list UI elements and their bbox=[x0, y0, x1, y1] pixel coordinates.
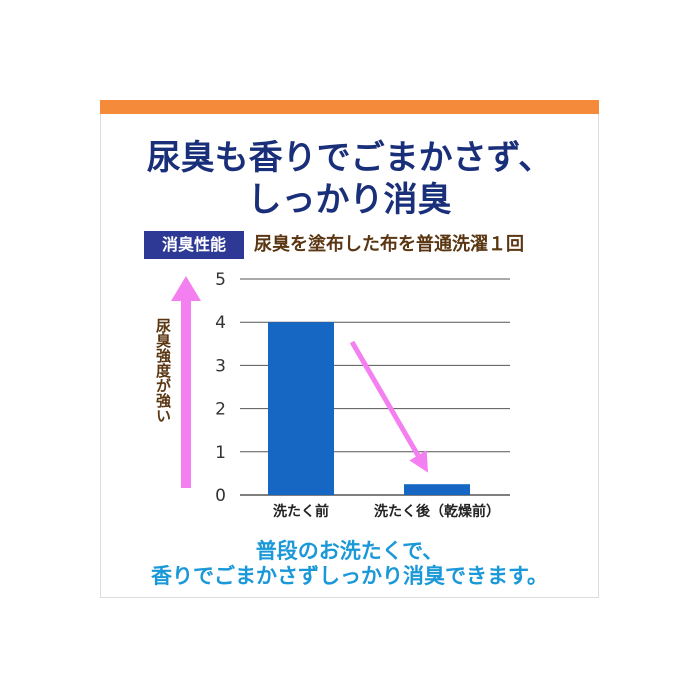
category-label-2: 洗たく後（乾燥前） bbox=[374, 503, 500, 520]
y-tick-label-2: 2 bbox=[215, 400, 226, 420]
up-arrow-shaft bbox=[181, 299, 191, 488]
annotation-arrow-layer bbox=[171, 276, 429, 488]
y-axis-label: 尿臭強度が強い bbox=[154, 318, 172, 423]
headline-line-1: 尿臭も香りでごまかさず、 bbox=[146, 138, 553, 178]
decrease-arrow bbox=[349, 340, 429, 473]
chart-subtitle: 尿臭を塗布した布を普通洗濯１回 bbox=[254, 234, 524, 255]
y-tick-label-0: 0 bbox=[215, 486, 226, 506]
footer-line-1: 普段のお洗たくで、 bbox=[255, 539, 444, 563]
top-accent-bar bbox=[100, 100, 599, 114]
category-label-layer: 洗たく前 洗たく後（乾燥前） bbox=[273, 503, 500, 520]
performance-badge: 消臭性能 bbox=[144, 231, 244, 259]
y-tick-label-3: 3 bbox=[215, 356, 226, 376]
y-tick-layer: 0 1 2 3 4 5 bbox=[215, 270, 226, 506]
y-tick-label-4: 4 bbox=[215, 313, 226, 333]
bar-1 bbox=[268, 322, 334, 495]
bar-layer bbox=[268, 322, 470, 495]
y-tick-label-5: 5 bbox=[215, 270, 226, 290]
headline-line-2: しっかり消臭 bbox=[247, 180, 452, 220]
footer-line-2: 香りでごまかさずしっかり消臭できます。 bbox=[151, 564, 548, 588]
y-tick-label-1: 1 bbox=[215, 443, 226, 463]
bar-2 bbox=[404, 484, 470, 495]
up-arrow-head bbox=[171, 276, 201, 301]
category-label-1: 洗たく前 bbox=[273, 503, 329, 520]
